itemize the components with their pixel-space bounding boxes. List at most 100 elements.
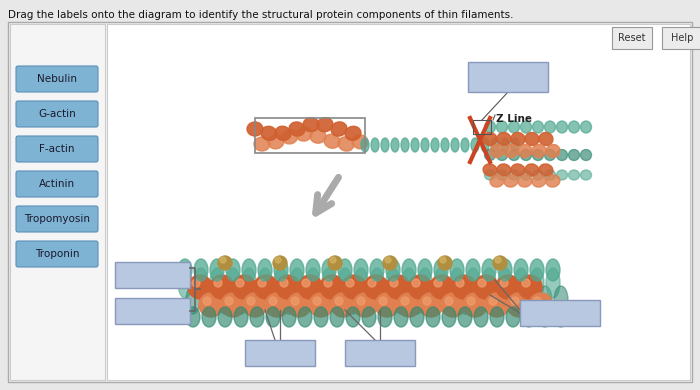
- Ellipse shape: [322, 259, 336, 281]
- Ellipse shape: [525, 133, 539, 145]
- Ellipse shape: [317, 118, 333, 132]
- Ellipse shape: [490, 175, 504, 187]
- Circle shape: [386, 275, 410, 299]
- Circle shape: [441, 293, 465, 317]
- Ellipse shape: [511, 138, 519, 152]
- Ellipse shape: [370, 259, 384, 281]
- Circle shape: [493, 256, 507, 270]
- Circle shape: [265, 293, 289, 317]
- Circle shape: [511, 297, 519, 305]
- Circle shape: [275, 257, 281, 263]
- Circle shape: [236, 279, 244, 287]
- Text: Actinin: Actinin: [39, 179, 75, 189]
- Text: Nebulin: Nebulin: [37, 74, 77, 84]
- Circle shape: [440, 257, 446, 263]
- Circle shape: [500, 279, 508, 287]
- Ellipse shape: [481, 138, 489, 152]
- Ellipse shape: [498, 259, 512, 281]
- Circle shape: [210, 275, 234, 299]
- Ellipse shape: [282, 307, 296, 327]
- FancyBboxPatch shape: [16, 66, 98, 92]
- Ellipse shape: [521, 170, 531, 180]
- Circle shape: [452, 275, 476, 299]
- Ellipse shape: [568, 170, 580, 180]
- Ellipse shape: [441, 138, 449, 152]
- Circle shape: [254, 275, 278, 299]
- Circle shape: [397, 293, 421, 317]
- Circle shape: [342, 275, 366, 299]
- Ellipse shape: [490, 286, 504, 314]
- Circle shape: [463, 293, 487, 317]
- Ellipse shape: [556, 170, 568, 180]
- Ellipse shape: [568, 121, 580, 133]
- Ellipse shape: [346, 286, 360, 314]
- Ellipse shape: [410, 286, 424, 314]
- FancyBboxPatch shape: [115, 262, 190, 288]
- Ellipse shape: [546, 259, 560, 281]
- Ellipse shape: [354, 268, 368, 298]
- Circle shape: [353, 293, 377, 317]
- Ellipse shape: [538, 286, 552, 314]
- Ellipse shape: [508, 170, 519, 180]
- Circle shape: [390, 279, 398, 287]
- Ellipse shape: [521, 121, 531, 133]
- Ellipse shape: [556, 121, 568, 133]
- Ellipse shape: [533, 121, 543, 133]
- Ellipse shape: [402, 259, 416, 281]
- Ellipse shape: [394, 286, 408, 314]
- Circle shape: [423, 297, 431, 305]
- Ellipse shape: [522, 307, 536, 327]
- Ellipse shape: [250, 307, 264, 327]
- FancyBboxPatch shape: [16, 171, 98, 197]
- Ellipse shape: [545, 121, 556, 133]
- Ellipse shape: [514, 259, 528, 281]
- Ellipse shape: [483, 164, 497, 176]
- Ellipse shape: [504, 175, 518, 187]
- FancyBboxPatch shape: [245, 340, 315, 366]
- Ellipse shape: [484, 149, 496, 161]
- Ellipse shape: [202, 286, 216, 314]
- Ellipse shape: [532, 175, 546, 187]
- FancyBboxPatch shape: [16, 206, 98, 232]
- Ellipse shape: [371, 138, 379, 152]
- Ellipse shape: [378, 307, 392, 327]
- Ellipse shape: [418, 268, 432, 298]
- Circle shape: [478, 279, 486, 287]
- Ellipse shape: [504, 144, 518, 158]
- Circle shape: [188, 275, 212, 299]
- Circle shape: [302, 279, 310, 287]
- Circle shape: [291, 297, 299, 305]
- Ellipse shape: [466, 259, 480, 281]
- Ellipse shape: [261, 126, 277, 140]
- Circle shape: [346, 279, 354, 287]
- Circle shape: [269, 297, 277, 305]
- Ellipse shape: [274, 268, 288, 298]
- FancyBboxPatch shape: [468, 62, 548, 92]
- Circle shape: [218, 256, 232, 270]
- Circle shape: [485, 293, 509, 317]
- Ellipse shape: [556, 149, 568, 161]
- Ellipse shape: [466, 268, 480, 298]
- Circle shape: [522, 279, 530, 287]
- Ellipse shape: [186, 307, 200, 327]
- Ellipse shape: [511, 133, 525, 145]
- Circle shape: [401, 297, 409, 305]
- Ellipse shape: [580, 149, 592, 161]
- Ellipse shape: [362, 286, 376, 314]
- Circle shape: [273, 256, 287, 270]
- Ellipse shape: [496, 149, 507, 161]
- Circle shape: [430, 275, 454, 299]
- Ellipse shape: [314, 286, 328, 314]
- Circle shape: [357, 297, 365, 305]
- Ellipse shape: [242, 259, 256, 281]
- Ellipse shape: [418, 259, 432, 281]
- Circle shape: [287, 293, 311, 317]
- Circle shape: [445, 297, 453, 305]
- Ellipse shape: [322, 268, 336, 298]
- Ellipse shape: [496, 121, 507, 133]
- Ellipse shape: [496, 170, 507, 180]
- Circle shape: [220, 257, 226, 263]
- Ellipse shape: [218, 307, 232, 327]
- Circle shape: [408, 275, 432, 299]
- Ellipse shape: [461, 138, 469, 152]
